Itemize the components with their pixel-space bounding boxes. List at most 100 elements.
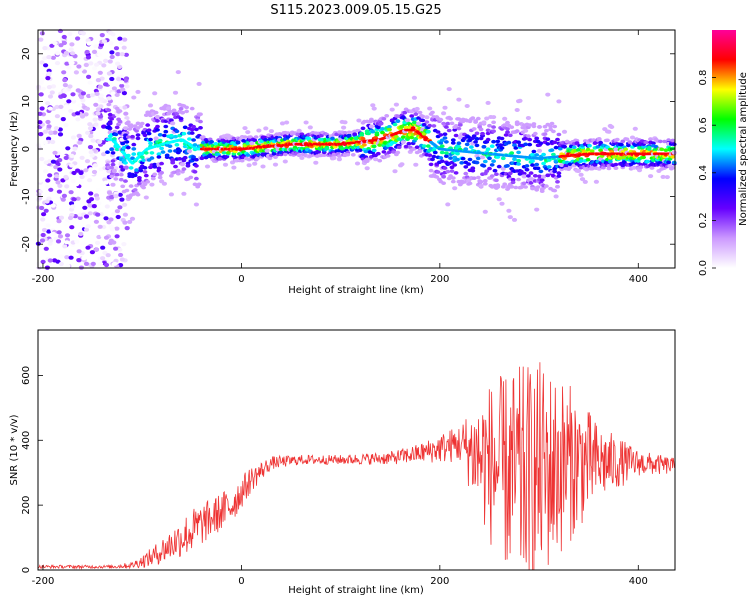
spectrogram-cell: [83, 227, 90, 232]
spectrogram-cell: [556, 171, 562, 175]
spectrogram-cell: [645, 159, 651, 164]
spectrogram-cell: [146, 128, 152, 132]
snr-y-ticks: 600 400 200 0: [21, 366, 43, 573]
spectrogram-cell: [60, 93, 67, 98]
spectrogram-cell: [171, 108, 177, 113]
spectrogram-cell: [482, 182, 488, 186]
spectrogram-cell: [182, 155, 188, 160]
spectrogram-cell: [39, 205, 45, 211]
spectrogram-cell: [553, 145, 559, 150]
spectrogram-cell: [485, 137, 491, 142]
spectrogram-cell: [421, 144, 427, 148]
spectrogram-cell: [528, 171, 534, 175]
spectrogram-cell: [67, 84, 73, 89]
spectrogram-cell: [97, 70, 103, 75]
spectrogram-cell: [527, 142, 533, 147]
spectrogram-cell: [40, 259, 46, 264]
spectrogram-cell: [425, 144, 431, 148]
spectrogram-cell: [46, 71, 52, 76]
spectrogram-cell: [194, 164, 199, 168]
spectrogram-cell: [135, 133, 141, 137]
spectrogram-cell: [95, 212, 101, 217]
spectrogram-cell: [475, 156, 481, 161]
spectrogram-cell: [57, 167, 63, 172]
spectrogram-cell: [57, 127, 63, 132]
spectrogram-cell: [74, 239, 80, 244]
spectrogram-cell: [499, 146, 505, 150]
spectrogram-cell: [180, 110, 185, 115]
spectrogram-cell: [85, 130, 91, 135]
spectrogram-cell: [75, 88, 81, 93]
spectrogram-cell: [67, 215, 74, 221]
spectrogram-cell: [159, 146, 165, 151]
spectrogram-cell: [585, 157, 591, 162]
spectrogram-cell: [652, 148, 658, 152]
spectrogram-cell: [145, 180, 151, 184]
spectrogram-cell: [49, 43, 55, 48]
spectrogram-cell: [485, 100, 491, 105]
spectrogram-cell: [69, 153, 75, 158]
spectrogram-cell: [502, 116, 508, 121]
spectrogram-cell: [445, 121, 451, 126]
spectrogram-cell: [156, 152, 162, 156]
spectrogram-cell: [113, 41, 119, 46]
spectrogram-cell: [69, 42, 75, 47]
spectrogram-cell: [175, 70, 181, 75]
spectrogram-cell: [170, 157, 176, 162]
spectrogram-cell: [46, 229, 52, 234]
spectrogram-cell: [549, 121, 555, 126]
spectrogram-cell: [582, 179, 588, 184]
spectrogram-cell: [70, 204, 76, 209]
spectrogram-cell: [417, 110, 423, 115]
spectrogram-cell: [60, 64, 66, 69]
spectrogram-cell: [455, 151, 460, 156]
spectrogram-cell: [532, 131, 538, 136]
spectrogram-cell: [63, 155, 69, 160]
spectrogram-cell: [441, 111, 447, 116]
spectrogram-cell: [494, 178, 499, 183]
spectrogram-cell: [346, 134, 352, 138]
spectrogram-cell: [381, 117, 387, 121]
spectrogram-cell: [224, 154, 230, 159]
spectrogram-cell: [629, 135, 636, 140]
spectrogram-cell: [231, 165, 237, 170]
spectrogram-cell: [149, 182, 155, 187]
spectrogram-cell: [431, 124, 437, 128]
spectrogram-cell: [173, 164, 178, 169]
spectrogram-cell: [395, 114, 401, 118]
spectrogram-cell: [62, 88, 68, 93]
spectrogram-cell: [47, 63, 54, 68]
spectrogram-cell: [58, 261, 64, 267]
spectrogram-cell: [606, 166, 612, 171]
spectrogram-cell: [103, 180, 109, 185]
spectrogram-cell: [160, 150, 166, 154]
spectrogram-cell: [48, 130, 54, 135]
spectrogram-cell: [164, 153, 170, 158]
spectrogram-cell: [88, 134, 94, 139]
spectrogram-cell: [65, 263, 71, 268]
spectrogram-cell: [100, 245, 106, 250]
spectrogram-cell: [105, 150, 110, 154]
spectrogram-cell: [142, 170, 148, 174]
spectrogram-cell: [143, 151, 149, 155]
spectrogram-cell: [467, 181, 473, 186]
spectrogram-cell: [81, 256, 87, 261]
spectrogram-cell: [110, 159, 116, 163]
spectrogram-cell: [579, 177, 586, 182]
spectrogram-cell: [148, 141, 153, 146]
spectrogram-cell: [417, 149, 423, 154]
spectrogram-cell: [166, 106, 172, 111]
spectrogram-cell: [192, 143, 198, 147]
spectrogram-cell: [45, 101, 51, 106]
spectrogram-cell: [153, 110, 159, 115]
spectrogram-cell: [671, 150, 677, 155]
spectrogram-cell: [439, 159, 445, 163]
spectrogram-cell: [103, 82, 109, 87]
spectrogram-cell: [460, 156, 466, 161]
spectrogram-cell: [350, 153, 356, 157]
spectrogram-cell: [110, 182, 116, 187]
spectrogram-cell: [135, 89, 141, 94]
spectrogram-cell: [122, 126, 129, 131]
spectrogram-cell: [391, 150, 396, 154]
colorbar-gradient: [712, 30, 736, 268]
